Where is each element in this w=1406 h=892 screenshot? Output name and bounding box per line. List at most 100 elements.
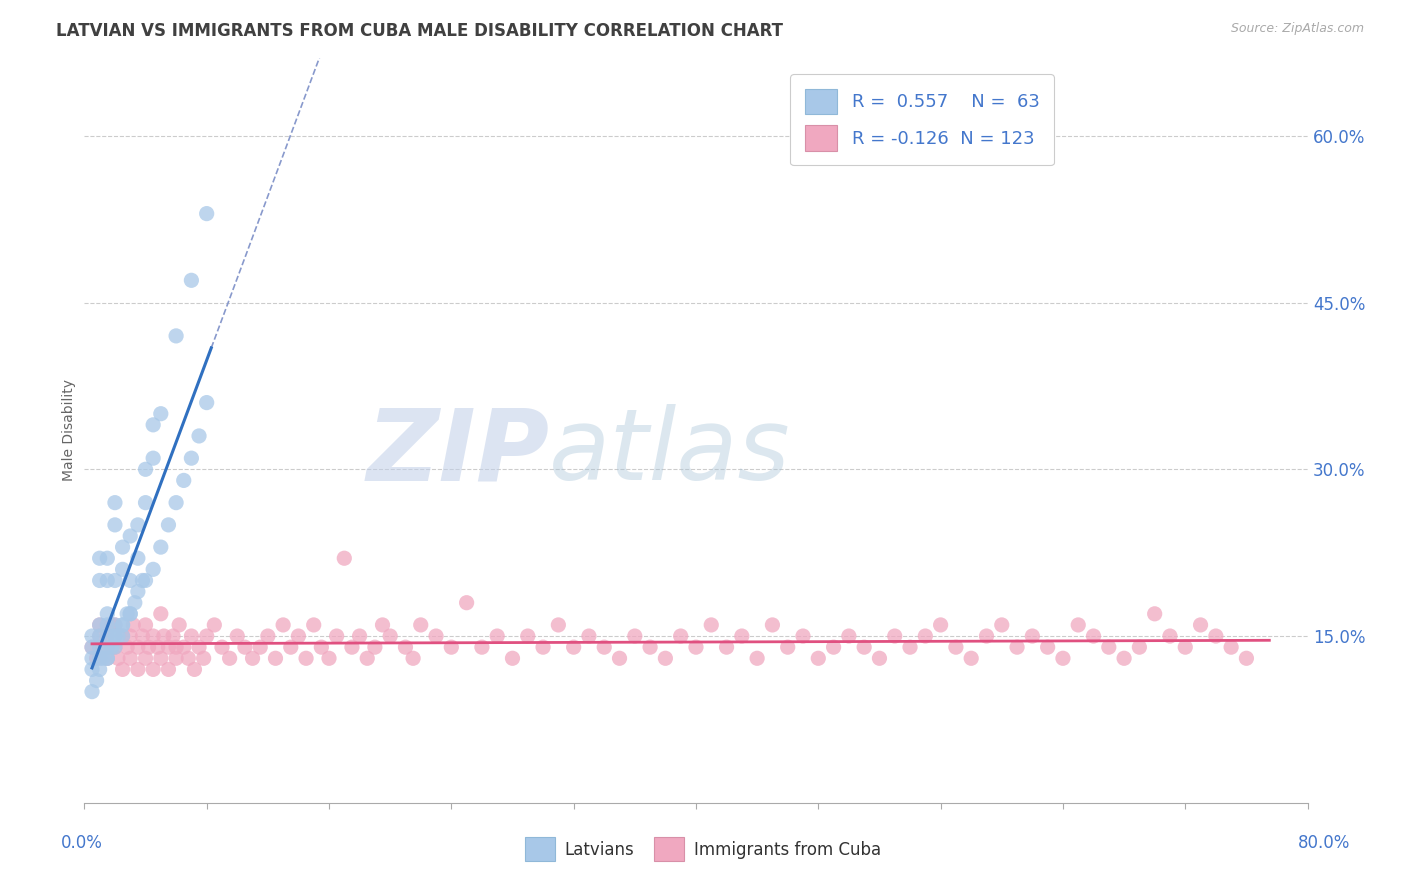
Point <box>183 662 205 676</box>
Point <box>89 651 111 665</box>
Point <box>173 474 195 488</box>
Point <box>101 618 124 632</box>
Point <box>195 395 218 409</box>
Point <box>233 640 256 655</box>
Point <box>271 618 294 632</box>
Point <box>107 629 129 643</box>
Point <box>127 640 149 655</box>
Point <box>578 629 600 643</box>
Point <box>1036 640 1059 655</box>
Point <box>333 551 356 566</box>
Point <box>195 206 218 220</box>
Point <box>127 517 149 532</box>
Point <box>111 662 134 676</box>
Point <box>120 607 142 621</box>
Point <box>80 640 103 655</box>
Point <box>349 629 371 643</box>
Text: Source: ZipAtlas.com: Source: ZipAtlas.com <box>1230 22 1364 36</box>
Point <box>1174 640 1197 655</box>
Point <box>1052 651 1074 665</box>
Point <box>142 451 165 466</box>
Point <box>188 640 211 655</box>
Point <box>716 640 738 655</box>
Point <box>1189 618 1212 632</box>
Point <box>747 651 769 665</box>
Point <box>101 640 124 655</box>
Point <box>115 640 138 655</box>
Point <box>104 574 127 588</box>
Point <box>226 629 249 643</box>
Point <box>120 651 142 665</box>
Point <box>135 496 157 510</box>
Point <box>91 640 114 655</box>
Point <box>138 640 160 655</box>
Point <box>180 451 202 466</box>
Legend: R =  0.557    N =  63, R = -0.126  N = 123: R = 0.557 N = 63, R = -0.126 N = 123 <box>790 74 1054 165</box>
Point <box>1128 640 1150 655</box>
Point <box>1114 651 1136 665</box>
Point <box>700 618 723 632</box>
Point <box>157 662 180 676</box>
Point <box>149 651 172 665</box>
Text: 80.0%: 80.0% <box>1298 834 1351 852</box>
Point <box>80 651 103 665</box>
Point <box>111 540 134 554</box>
Point <box>402 651 425 665</box>
Point <box>202 618 225 632</box>
Point <box>364 640 387 655</box>
Point <box>104 640 127 655</box>
Point <box>149 607 172 621</box>
Point <box>180 629 202 643</box>
Text: 0.0%: 0.0% <box>60 834 103 852</box>
Point <box>157 517 180 532</box>
Point <box>104 640 127 655</box>
Point <box>165 496 187 510</box>
Point <box>356 651 378 665</box>
Point <box>80 684 103 698</box>
Point <box>167 618 190 632</box>
Point <box>86 651 108 665</box>
Point <box>142 417 165 432</box>
Point <box>211 640 233 655</box>
Point <box>486 629 509 643</box>
Point <box>149 407 172 421</box>
Point <box>96 551 118 566</box>
Point <box>302 618 325 632</box>
Point <box>142 562 165 576</box>
Point <box>264 651 287 665</box>
Point <box>502 651 524 665</box>
Point <box>111 629 134 643</box>
Point <box>89 574 111 588</box>
Point <box>792 629 814 643</box>
Point <box>89 640 111 655</box>
Point <box>135 574 157 588</box>
Point <box>1005 640 1028 655</box>
Point <box>807 651 830 665</box>
Point <box>135 462 157 476</box>
Point <box>1098 640 1121 655</box>
Point <box>86 673 108 688</box>
Point <box>547 618 569 632</box>
Text: atlas: atlas <box>550 404 790 501</box>
Point <box>624 629 647 643</box>
Legend: Latvians, Immigrants from Cuba: Latvians, Immigrants from Cuba <box>517 830 889 868</box>
Point <box>135 618 157 632</box>
Point <box>104 618 127 632</box>
Point <box>685 640 707 655</box>
Point <box>295 651 318 665</box>
Point <box>929 618 952 632</box>
Point <box>1159 629 1181 643</box>
Point <box>440 640 463 655</box>
Point <box>280 640 302 655</box>
Point <box>193 651 215 665</box>
Point <box>120 607 142 621</box>
Point <box>131 629 153 643</box>
Point <box>91 651 114 665</box>
Point <box>122 618 145 632</box>
Point <box>165 651 187 665</box>
Point <box>1067 618 1090 632</box>
Point <box>456 596 478 610</box>
Point <box>669 629 692 643</box>
Point <box>96 629 118 643</box>
Point <box>115 607 138 621</box>
